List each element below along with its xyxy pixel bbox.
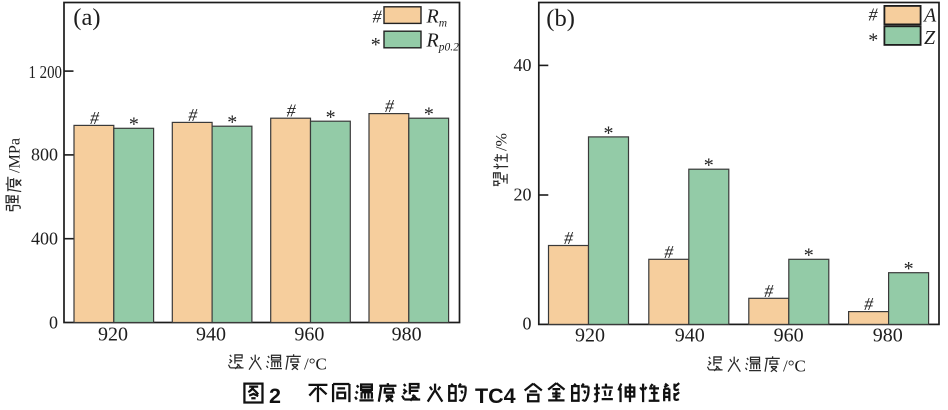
svg-text:40: 40 bbox=[514, 55, 532, 75]
svg-text:#: # bbox=[287, 101, 297, 121]
svg-text:0: 0 bbox=[523, 313, 532, 333]
svg-text:*: * bbox=[326, 107, 336, 129]
svg-text:*: * bbox=[804, 245, 814, 267]
svg-text:*: * bbox=[904, 258, 914, 280]
svg-text:Rm: Rm bbox=[426, 6, 448, 30]
svg-text:#: # bbox=[90, 108, 100, 128]
svg-text:*: * bbox=[371, 34, 381, 56]
svg-text:940: 940 bbox=[675, 325, 705, 347]
svg-text:*: * bbox=[704, 155, 714, 177]
svg-text:#: # bbox=[564, 228, 574, 248]
svg-text:#: # bbox=[188, 105, 198, 125]
svg-text:#: # bbox=[664, 242, 674, 262]
svg-text:(b): (b) bbox=[546, 5, 575, 32]
svg-text:Z: Z bbox=[924, 27, 936, 49]
svg-text:TC4: TC4 bbox=[475, 384, 516, 408]
svg-text:960: 960 bbox=[774, 325, 804, 347]
svg-text:#: # bbox=[373, 7, 383, 27]
svg-text:980: 980 bbox=[873, 325, 903, 347]
svg-text:Rp0.2: Rp0.2 bbox=[426, 30, 460, 54]
svg-text:1 200: 1 200 bbox=[29, 62, 63, 82]
svg-text:/°C: /°C bbox=[304, 355, 327, 374]
svg-text:0: 0 bbox=[49, 312, 58, 332]
svg-text:#: # bbox=[385, 96, 395, 116]
svg-text:20: 20 bbox=[514, 184, 532, 204]
svg-text:/MPa: /MPa bbox=[5, 138, 23, 173]
svg-text:800: 800 bbox=[31, 145, 58, 165]
svg-text:960: 960 bbox=[294, 324, 324, 346]
svg-text:920: 920 bbox=[98, 324, 128, 346]
svg-text:(a): (a) bbox=[73, 4, 100, 31]
svg-text:980: 980 bbox=[392, 324, 422, 346]
svg-text:A: A bbox=[922, 5, 937, 27]
svg-text:*: * bbox=[424, 104, 434, 126]
svg-text:*: * bbox=[604, 122, 614, 144]
svg-text:/°C: /°C bbox=[783, 357, 806, 376]
svg-text:*: * bbox=[129, 114, 139, 136]
svg-text:*: * bbox=[227, 112, 237, 134]
svg-text:/%: /% bbox=[492, 133, 510, 151]
svg-text:*: * bbox=[868, 30, 878, 52]
svg-text:#: # bbox=[864, 294, 874, 314]
svg-text:400: 400 bbox=[31, 229, 58, 249]
svg-text:2: 2 bbox=[269, 384, 281, 408]
svg-text:940: 940 bbox=[196, 324, 226, 346]
svg-text:#: # bbox=[869, 5, 879, 25]
svg-text:920: 920 bbox=[575, 325, 605, 347]
svg-text:#: # bbox=[764, 281, 774, 301]
